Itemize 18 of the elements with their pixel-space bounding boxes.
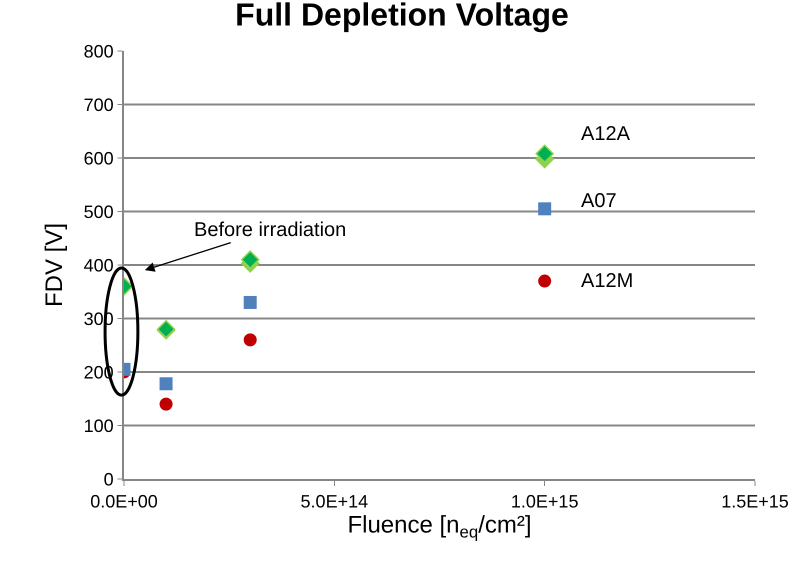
y-axis-title: FDV [V] [41, 222, 68, 308]
y-tick-label: 500 [84, 202, 114, 222]
x-tick-label: 0.0E+00 [90, 491, 158, 512]
y-tick-label: 700 [84, 94, 114, 115]
y-tick-label: 100 [84, 416, 114, 436]
x-tick-label: 1.0E+15 [510, 491, 578, 512]
x-tick-label: 1.5E+15 [721, 491, 789, 512]
y-tick-label: 800 [84, 41, 114, 62]
series-label: A07 [581, 190, 617, 212]
chart-title: Full Depletion Voltage [235, 0, 569, 32]
series-label: A12M [581, 270, 634, 292]
x-axis-title: Fluence [n$_{eq}$/cm²] [347, 511, 532, 542]
x-tick-label: 5.0E+14 [300, 491, 368, 512]
series-label: A12A [581, 123, 631, 145]
annotation: Before irradiation [194, 219, 346, 241]
y-tick-label: 0 [104, 469, 114, 490]
y-tick-label: 400 [84, 255, 114, 276]
y-tick-label: 600 [84, 148, 114, 168]
